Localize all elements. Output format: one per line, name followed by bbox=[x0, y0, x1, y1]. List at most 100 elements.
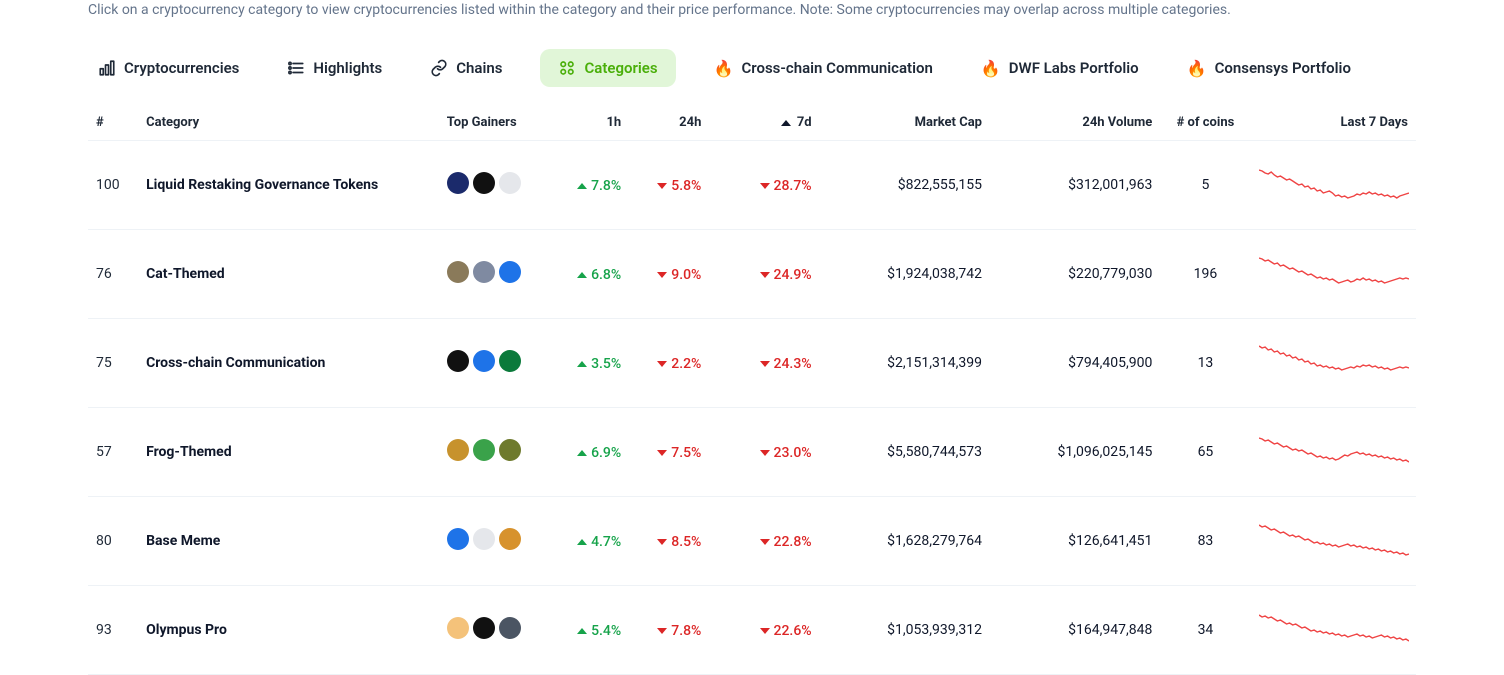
pct-7d: 22.6% bbox=[760, 623, 812, 639]
tab-chains[interactable]: Chains bbox=[420, 51, 512, 85]
caret-up-icon bbox=[577, 628, 587, 634]
gainer-coin-icon[interactable] bbox=[447, 350, 469, 372]
cell-24h-volume: $164,947,848 bbox=[990, 586, 1160, 675]
cell-marketcap: $822,555,155 bbox=[820, 141, 990, 230]
category-link[interactable]: Cross-chain Communication bbox=[146, 355, 325, 371]
pct-24h: 8.5% bbox=[657, 534, 701, 550]
col-1h[interactable]: 1h bbox=[549, 105, 629, 141]
gainer-coin-icon[interactable] bbox=[499, 350, 521, 372]
table-row: 93 Olympus Pro 5.4% 7.8% 22.6% $1,053,93… bbox=[88, 586, 1416, 675]
gainer-coin-icon[interactable] bbox=[473, 528, 495, 550]
caret-down-icon bbox=[657, 628, 667, 634]
category-link[interactable]: Cat-Themed bbox=[146, 266, 225, 282]
cell-24h-volume: $220,779,030 bbox=[990, 230, 1160, 319]
gainer-coin-icon[interactable] bbox=[447, 439, 469, 461]
caret-down-icon bbox=[760, 628, 770, 634]
pct-24h: 9.0% bbox=[657, 267, 701, 283]
top-gainers bbox=[447, 439, 521, 461]
col-24h[interactable]: 24h bbox=[629, 105, 709, 141]
gainer-coin-icon[interactable] bbox=[499, 261, 521, 283]
cell-24h-volume: $126,641,451 bbox=[990, 497, 1160, 586]
pct-24h: 5.8% bbox=[657, 178, 701, 194]
cell-num-coins: 83 bbox=[1160, 497, 1250, 586]
table-row: 80 Base Meme 4.7% 8.5% 22.8% $1,628,279,… bbox=[88, 497, 1416, 586]
col-7d[interactable]: 7d bbox=[709, 105, 819, 141]
category-link[interactable]: Base Meme bbox=[146, 533, 220, 549]
cell-marketcap: $2,151,314,399 bbox=[820, 319, 990, 408]
top-gainers bbox=[447, 617, 521, 639]
pct-1h-value: 5.4% bbox=[591, 623, 621, 639]
gainer-coin-icon[interactable] bbox=[499, 172, 521, 194]
table-row: 57 Frog-Themed 6.9% 7.5% 23.0% $5,580,74… bbox=[88, 408, 1416, 497]
col-rank[interactable]: # bbox=[88, 105, 138, 141]
caret-down-icon bbox=[760, 450, 770, 456]
tab-cryptos[interactable]: Cryptocurrencies bbox=[88, 51, 249, 85]
gainer-coin-icon[interactable] bbox=[473, 261, 495, 283]
gainer-coin-icon[interactable] bbox=[473, 172, 495, 194]
pct-24h: 7.8% bbox=[657, 623, 701, 639]
pct-7d: 22.8% bbox=[760, 534, 812, 550]
pct-24h-value: 9.0% bbox=[671, 267, 701, 283]
col-7d-label: 7d bbox=[797, 115, 812, 130]
pct-7d: 23.0% bbox=[760, 445, 812, 461]
gainer-coin-icon[interactable] bbox=[499, 617, 521, 639]
pct-7d-value: 24.9% bbox=[774, 267, 812, 283]
gainer-coin-icon[interactable] bbox=[473, 350, 495, 372]
gainer-coin-icon[interactable] bbox=[447, 617, 469, 639]
tab-consensys[interactable]: 🔥Consensys Portfolio bbox=[1177, 51, 1361, 86]
gainer-coin-icon[interactable] bbox=[447, 528, 469, 550]
pct-1h: 5.4% bbox=[577, 623, 621, 639]
cell-marketcap: $1,924,038,742 bbox=[820, 230, 990, 319]
cell-num-coins: 34 bbox=[1160, 586, 1250, 675]
col-marketcap[interactable]: Market Cap bbox=[820, 105, 990, 141]
cell-marketcap: $1,053,939,312 bbox=[820, 586, 990, 675]
caret-up-icon bbox=[577, 272, 587, 278]
gainer-coin-icon[interactable] bbox=[473, 617, 495, 639]
tab-categories[interactable]: Categories bbox=[540, 49, 675, 87]
pct-24h: 7.5% bbox=[657, 445, 701, 461]
pct-24h-value: 8.5% bbox=[671, 534, 701, 550]
pct-7d-value: 28.7% bbox=[774, 178, 812, 194]
pct-24h-value: 2.2% bbox=[671, 356, 701, 372]
col-24h-volume[interactable]: 24h Volume bbox=[990, 105, 1160, 141]
gainer-coin-icon[interactable] bbox=[473, 439, 495, 461]
category-link[interactable]: Olympus Pro bbox=[146, 622, 227, 638]
caret-down-icon bbox=[760, 361, 770, 367]
caret-up-icon bbox=[577, 183, 587, 189]
pct-1h: 6.9% bbox=[577, 445, 621, 461]
cell-num-coins: 13 bbox=[1160, 319, 1250, 408]
col-category[interactable]: Category bbox=[138, 105, 439, 141]
cell-marketcap: $5,580,744,573 bbox=[820, 408, 990, 497]
categories-table: # Category Top Gainers 1h 24h 7d Market … bbox=[88, 105, 1416, 675]
cell-24h-volume: $1,096,025,145 bbox=[990, 408, 1160, 497]
tab-label: Categories bbox=[584, 59, 657, 77]
caret-down-icon bbox=[657, 272, 667, 278]
col-top-gainers[interactable]: Top Gainers bbox=[439, 105, 549, 141]
cell-rank: 93 bbox=[88, 586, 138, 675]
tab-dwf[interactable]: 🔥DWF Labs Portfolio bbox=[971, 51, 1149, 86]
pct-24h-value: 7.5% bbox=[671, 445, 701, 461]
gainer-coin-icon[interactable] bbox=[447, 261, 469, 283]
tab-label: Consensys Portfolio bbox=[1215, 59, 1351, 77]
pct-1h-value: 6.8% bbox=[591, 267, 621, 283]
pct-1h: 7.8% bbox=[577, 178, 621, 194]
tab-label: Cryptocurrencies bbox=[124, 59, 239, 77]
category-link[interactable]: Frog-Themed bbox=[146, 444, 232, 460]
gainer-coin-icon[interactable] bbox=[447, 172, 469, 194]
pct-7d-value: 23.0% bbox=[774, 445, 812, 461]
pct-7d: 28.7% bbox=[760, 178, 812, 194]
col-num-coins[interactable]: # of coins bbox=[1160, 105, 1250, 141]
pct-7d: 24.9% bbox=[760, 267, 812, 283]
cell-num-coins: 5 bbox=[1160, 141, 1250, 230]
caret-down-icon bbox=[657, 183, 667, 189]
sparkline-7d bbox=[1251, 497, 1416, 586]
category-link[interactable]: Liquid Restaking Governance Tokens bbox=[146, 177, 378, 193]
gainer-coin-icon[interactable] bbox=[499, 528, 521, 550]
gainer-coin-icon[interactable] bbox=[499, 439, 521, 461]
tab-ccc[interactable]: 🔥Cross-chain Communication bbox=[704, 51, 943, 86]
sort-caret-icon bbox=[781, 120, 791, 126]
tab-highlights[interactable]: Highlights bbox=[277, 51, 392, 85]
col-last-7-days[interactable]: Last 7 Days bbox=[1251, 105, 1416, 141]
top-gainers bbox=[447, 350, 521, 372]
caret-up-icon bbox=[577, 539, 587, 545]
